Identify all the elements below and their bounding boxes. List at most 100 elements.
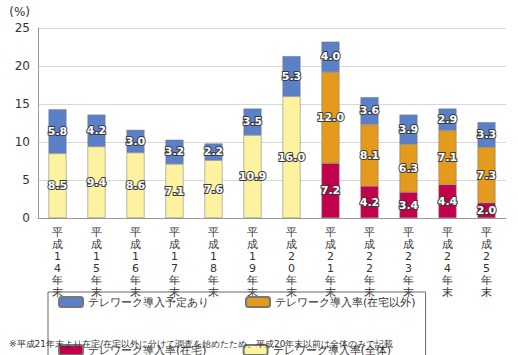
svg-text:7.2: 7.2 (321, 184, 341, 197)
svg-text:8.1: 8.1 (360, 149, 380, 162)
svg-text:平: 平 (325, 225, 336, 239)
svg-text:成: 成 (364, 237, 375, 251)
svg-text:10.9: 10.9 (239, 170, 266, 183)
svg-text:年: 年 (442, 273, 453, 287)
svg-text:成: 成 (442, 237, 453, 251)
svg-text:末: 末 (442, 286, 453, 299)
svg-text:3: 3 (405, 261, 412, 275)
svg-text:成: 成 (403, 237, 414, 251)
svg-text:7.6: 7.6 (204, 183, 224, 196)
svg-text:成: 成 (247, 237, 258, 251)
svg-text:3.3: 3.3 (477, 128, 497, 141)
svg-text:2: 2 (483, 249, 490, 263)
svg-text:年: 年 (130, 273, 141, 287)
svg-text:9.4: 9.4 (87, 176, 107, 189)
svg-text:8: 8 (210, 261, 217, 275)
svg-text:成: 成 (130, 237, 141, 251)
svg-text:成: 成 (91, 237, 102, 251)
svg-text:テレワーク導入率(在宅以外): テレワーク導入率(在宅以外) (275, 296, 416, 309)
svg-text:3.6: 3.6 (360, 104, 380, 117)
svg-text:3.4: 3.4 (399, 199, 419, 212)
svg-text:7.3: 7.3 (477, 169, 497, 182)
svg-text:20: 20 (15, 59, 30, 73)
svg-text:5: 5 (93, 261, 100, 275)
svg-text:12.0: 12.0 (317, 111, 344, 124)
svg-text:1: 1 (54, 249, 61, 263)
svg-text:成: 成 (481, 237, 492, 251)
svg-text:1: 1 (132, 249, 139, 263)
svg-text:8.6: 8.6 (126, 179, 146, 192)
svg-text:9: 9 (249, 261, 256, 275)
svg-text:平: 平 (403, 225, 414, 239)
svg-text:年: 年 (325, 273, 336, 287)
svg-text:年: 年 (208, 273, 219, 287)
svg-text:3.0: 3.0 (126, 135, 146, 148)
svg-text:0: 0 (288, 261, 295, 275)
svg-text:25: 25 (15, 21, 30, 35)
svg-text:年: 年 (169, 273, 180, 287)
svg-text:1: 1 (327, 261, 334, 275)
svg-text:平: 平 (286, 225, 297, 239)
svg-text:成: 成 (52, 237, 63, 251)
svg-text:平: 平 (208, 225, 219, 239)
svg-text:1: 1 (210, 249, 217, 263)
svg-text:成: 成 (286, 237, 297, 251)
svg-text:2: 2 (288, 249, 295, 263)
svg-text:年: 年 (52, 273, 63, 287)
svg-text:1: 1 (249, 249, 256, 263)
svg-text:7.1: 7.1 (438, 151, 458, 164)
svg-text:平: 平 (91, 225, 102, 239)
svg-text:平: 平 (442, 225, 453, 239)
svg-text:6.3: 6.3 (399, 162, 419, 175)
svg-text:2: 2 (444, 249, 451, 263)
svg-text:4.2: 4.2 (87, 124, 107, 137)
svg-text:4.2: 4.2 (360, 196, 380, 209)
svg-text:平: 平 (481, 225, 492, 239)
svg-text:5: 5 (22, 173, 30, 187)
svg-text:4.0: 4.0 (321, 50, 341, 63)
svg-text:3.2: 3.2 (165, 145, 185, 158)
svg-text:16.0: 16.0 (278, 151, 305, 164)
svg-text:年: 年 (286, 273, 297, 287)
svg-text:(%): (%) (9, 5, 30, 19)
svg-text:年: 年 (481, 273, 492, 287)
svg-text:5.3: 5.3 (282, 70, 302, 83)
svg-text:15: 15 (15, 97, 30, 111)
svg-text:年: 年 (247, 273, 258, 287)
svg-text:7: 7 (171, 261, 178, 275)
svg-text:年: 年 (91, 273, 102, 287)
svg-text:平: 平 (169, 225, 180, 239)
svg-text:平: 平 (52, 225, 63, 239)
svg-text:テレワーク導入予定あり: テレワーク導入予定あり (88, 296, 209, 309)
svg-text:5.8: 5.8 (48, 125, 68, 138)
svg-text:2: 2 (366, 249, 373, 263)
svg-text:平: 平 (247, 225, 258, 239)
svg-text:6: 6 (132, 261, 139, 275)
svg-text:末: 末 (481, 286, 492, 299)
svg-text:年: 年 (364, 273, 375, 287)
svg-text:4.4: 4.4 (438, 195, 458, 208)
svg-text:成: 成 (169, 237, 180, 251)
svg-text:3.9: 3.9 (399, 123, 419, 136)
svg-text:1: 1 (171, 249, 178, 263)
svg-text:2.2: 2.2 (204, 145, 224, 158)
svg-text:3.5: 3.5 (243, 115, 263, 128)
svg-text:10: 10 (15, 135, 30, 149)
svg-text:0: 0 (22, 211, 30, 225)
svg-text:7.1: 7.1 (165, 185, 185, 198)
svg-text:2.9: 2.9 (438, 113, 458, 126)
svg-text:4: 4 (444, 261, 451, 275)
svg-text:2: 2 (366, 261, 373, 275)
svg-text:1: 1 (93, 249, 100, 263)
svg-text:4: 4 (54, 261, 61, 275)
svg-text:2: 2 (405, 249, 412, 263)
svg-text:平: 平 (130, 225, 141, 239)
svg-text:2.0: 2.0 (477, 204, 497, 217)
svg-text:平: 平 (364, 225, 375, 239)
svg-text:成: 成 (208, 237, 219, 251)
svg-text:※平成21年末より在宅/在宅以外に分けて調査を始めたため、平: ※平成21年末より在宅/在宅以外に分けて調査を始めたため、平成20年末以前は全体… (9, 339, 393, 349)
svg-text:成: 成 (325, 237, 336, 251)
svg-text:8.5: 8.5 (48, 179, 68, 192)
svg-text:年: 年 (403, 273, 414, 287)
svg-text:2: 2 (327, 249, 334, 263)
